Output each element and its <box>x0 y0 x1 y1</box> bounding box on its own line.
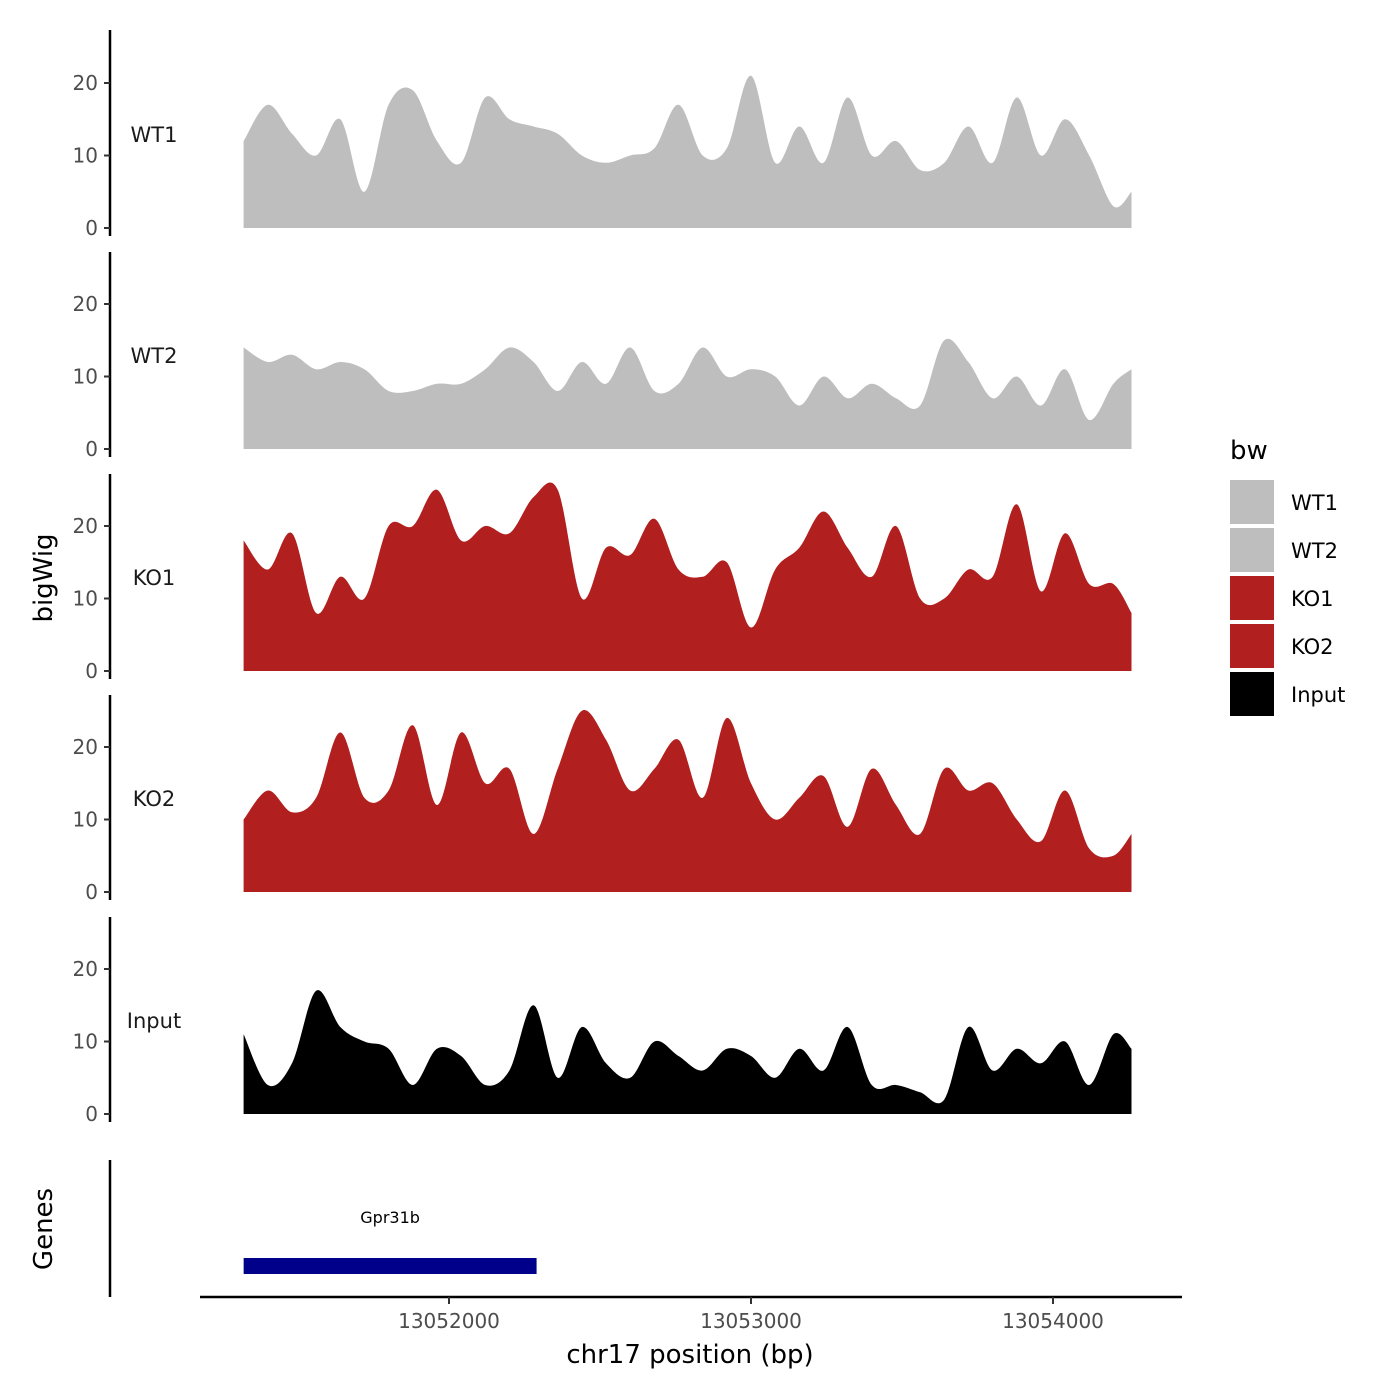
y-tick-label: 20 <box>73 957 98 981</box>
y-tick-label: 20 <box>73 735 98 759</box>
y-tick-label: 0 <box>85 880 98 904</box>
track-label: KO2 <box>133 787 176 811</box>
y-tick-label: 20 <box>73 292 98 316</box>
y-tick-label: 0 <box>85 659 98 683</box>
legend-key-ko1 <box>1230 576 1274 620</box>
legend-label-wt1: WT1 <box>1291 491 1338 515</box>
track-label: KO1 <box>133 566 176 590</box>
y-tick-label: 0 <box>85 1102 98 1126</box>
x-axis: 13052000 13053000 13054000 <box>200 1295 1182 1333</box>
y-axis-title: bigWig <box>29 533 59 622</box>
track-panel-input: 0 10 20 Input <box>73 917 1132 1126</box>
y-tick-label: 20 <box>73 71 98 95</box>
legend-key-wt1 <box>1230 480 1274 524</box>
legend: bw WT1 WT2 KO1 KO2 Input <box>1230 436 1345 716</box>
track-panel-wt1: 0 10 20 WT1 <box>73 30 1132 240</box>
legend-label-ko1: KO1 <box>1291 587 1334 611</box>
area-input <box>243 990 1132 1114</box>
area-ko2 <box>243 710 1132 892</box>
y-tick-label: 0 <box>85 437 98 461</box>
area-ko1 <box>243 482 1132 671</box>
track-label: WT2 <box>131 344 178 368</box>
x-tick-label: 13052000 <box>398 1309 500 1333</box>
legend-title: bw <box>1230 436 1268 466</box>
genes-axis-title: Genes <box>29 1188 59 1270</box>
area-wt2 <box>243 338 1132 449</box>
gene-body <box>243 1258 537 1274</box>
legend-key-wt2 <box>1230 528 1274 572</box>
legend-label-ko2: KO2 <box>1291 635 1334 659</box>
y-tick-label: 10 <box>73 365 98 389</box>
y-tick-label: 20 <box>73 514 98 538</box>
track-panels: 0 10 20 WT1 0 10 20 WT2 0 10 20 KO1 0 10 20 KO2 0 10 20 Inp… <box>73 30 1132 1126</box>
track-label: WT1 <box>131 123 178 147</box>
legend-label-input: Input <box>1291 683 1345 707</box>
track-panel-wt2: 0 10 20 WT2 <box>73 252 1132 461</box>
x-tick-label: 13053000 <box>700 1309 802 1333</box>
x-axis-title: chr17 position (bp) <box>566 1340 813 1370</box>
y-tick-label: 10 <box>73 587 98 611</box>
gene-panel: Gpr31b <box>108 1160 537 1297</box>
y-tick-label: 10 <box>73 144 98 168</box>
x-tick-label: 13054000 <box>1002 1309 1104 1333</box>
legend-label-wt2: WT2 <box>1291 539 1338 563</box>
track-label: Input <box>127 1009 181 1033</box>
legend-key-ko2 <box>1230 624 1274 668</box>
area-wt1 <box>243 75 1132 228</box>
track-panel-ko1: 0 10 20 KO1 <box>73 474 1132 683</box>
y-tick-label: 10 <box>73 1030 98 1054</box>
track-panel-ko2: 0 10 20 KO2 <box>73 695 1132 904</box>
gene-label: Gpr31b <box>360 1208 420 1227</box>
y-tick-label: 10 <box>73 808 98 832</box>
legend-key-input <box>1230 672 1274 716</box>
y-tick-label: 0 <box>85 216 98 240</box>
